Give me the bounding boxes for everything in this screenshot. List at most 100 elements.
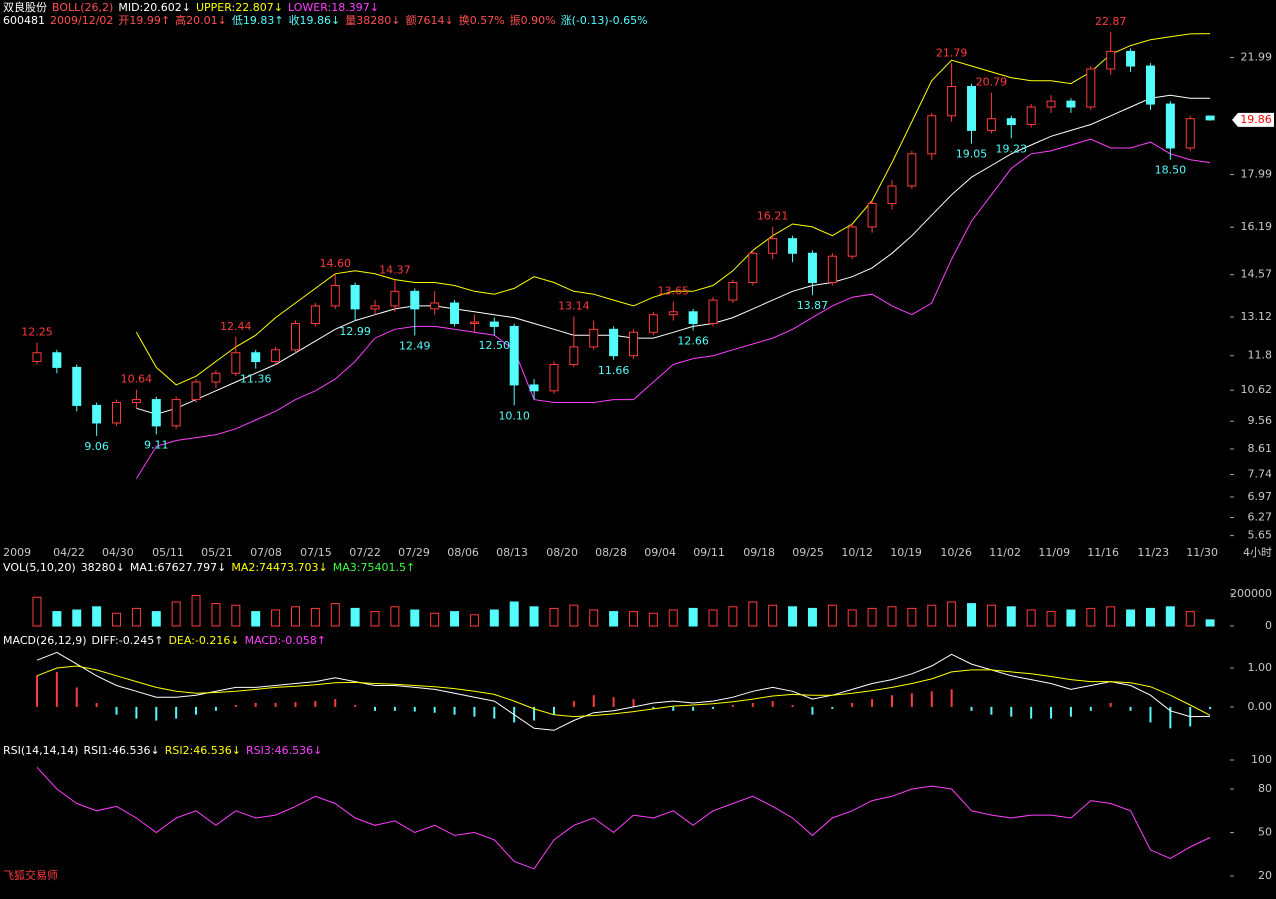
high-label: 12.44	[220, 320, 252, 333]
x-tick-label: 09/18	[743, 546, 775, 559]
candle-body	[807, 252, 817, 284]
y-tick-label: 20	[1258, 869, 1272, 882]
volume-bar	[131, 607, 141, 627]
header-item: 38280↓	[81, 561, 125, 574]
candle-body	[708, 299, 718, 324]
indicator-line	[136, 94, 1211, 415]
header-item: 2009/12/02	[50, 14, 113, 27]
volume-bar	[569, 604, 579, 627]
header-item: 振0.90%	[510, 13, 556, 27]
candle-body	[410, 290, 420, 310]
high-label: 12.25	[21, 326, 53, 339]
low-label: 9.06	[84, 440, 109, 453]
volume-bar	[986, 604, 996, 627]
x-tick-label: 07/29	[398, 546, 430, 559]
header-item: LOWER:18.397↓	[288, 1, 379, 14]
volume-bar	[32, 596, 42, 627]
low-label: 12.66	[677, 335, 709, 348]
candle-body	[1026, 106, 1036, 126]
y-tick-label: 7.74	[1248, 467, 1273, 480]
volume-bar	[708, 609, 718, 627]
low-label: 10.10	[498, 409, 530, 422]
volume-bar	[350, 607, 360, 627]
volume-bar	[927, 604, 937, 627]
header-item: 高20.01↓	[175, 13, 227, 27]
volume-bar	[469, 614, 479, 627]
x-tick-label: 09/04	[644, 546, 676, 559]
volume-bar	[827, 604, 837, 627]
candle-body	[827, 255, 837, 284]
header-item: VOL(5,10,20)	[3, 561, 76, 574]
volume-bar	[1086, 607, 1096, 627]
header-item: RSI(14,14,14)	[3, 744, 78, 757]
x-tick-label: 08/13	[496, 546, 528, 559]
candle-body	[628, 331, 638, 357]
low-label: 13.87	[797, 299, 829, 312]
header-item: DIFF:-0.245↑	[92, 634, 164, 647]
volume-bar	[668, 609, 678, 627]
candle-body	[1086, 68, 1096, 108]
candle-body	[290, 322, 300, 351]
volume-bar	[768, 604, 778, 627]
volume-bar	[211, 603, 221, 627]
candle-body	[112, 401, 122, 424]
header-item: MA3:75401.5↑	[333, 561, 415, 574]
y-tick-label: 9.56	[1248, 414, 1273, 427]
header-item: DEA:-0.216↓	[168, 634, 239, 647]
volume-bar	[748, 601, 758, 627]
candle-body	[1165, 103, 1175, 149]
volume-bar	[72, 609, 82, 627]
low-label: 18.50	[1155, 164, 1187, 177]
candle-body	[231, 352, 241, 374]
high-label: 16.21	[757, 210, 789, 223]
candle-body	[728, 282, 738, 301]
header-item: RSI3:46.536↓	[246, 744, 322, 757]
volume-bar	[1145, 607, 1155, 627]
volume-bar	[1205, 619, 1215, 627]
low-label: 11.66	[598, 364, 630, 377]
y-tick-label: 8.61	[1248, 442, 1273, 455]
candle-body	[668, 311, 678, 316]
volume-bar	[271, 609, 281, 627]
x-tick-label: 2009	[3, 546, 31, 559]
volume-bar	[1026, 609, 1036, 627]
candle-body	[450, 302, 460, 324]
candle-body	[768, 238, 778, 254]
y-tick-label: 10.62	[1241, 383, 1273, 396]
volume-bar	[1106, 606, 1116, 627]
header-item: MA1:67627.797↓	[130, 561, 226, 574]
header-item: 600481	[3, 14, 45, 27]
volume-bar	[1046, 611, 1056, 627]
x-tick-label: 11/09	[1038, 546, 1070, 559]
volume-bar	[290, 606, 300, 627]
x-tick-label: 05/11	[152, 546, 184, 559]
header-item: 收19.86↓	[289, 13, 341, 27]
y-tick-label: 11.8	[1248, 349, 1273, 362]
volume-bar	[430, 612, 440, 627]
candle-body	[947, 86, 957, 117]
low-label: 19.23	[996, 142, 1028, 155]
candle-body	[131, 399, 141, 403]
volume-bar	[907, 607, 917, 627]
x-tick-label: 11/30	[1186, 546, 1218, 559]
volume-bar	[52, 611, 62, 627]
header-item: UPPER:22.807↓	[196, 1, 283, 14]
y-tick-label: 16.19	[1241, 220, 1273, 233]
candle-body	[648, 314, 658, 333]
volume-bar	[1006, 606, 1016, 627]
x-tick-label: 04/22	[53, 546, 85, 559]
candle-body	[1006, 118, 1016, 126]
y-tick-label: 100	[1251, 753, 1272, 766]
volume-bar	[628, 611, 638, 627]
indicator-header: 600481 2009/12/02 开19.99↑ 高20.01↓ 低19.83↑ 收19…	[3, 13, 648, 27]
x-tick-label: 08/06	[447, 546, 479, 559]
volume-bar	[151, 611, 161, 627]
volume-bar	[310, 607, 320, 627]
candle-body	[589, 328, 599, 348]
candle-body	[191, 381, 201, 401]
x-tick-label: 11/23	[1137, 546, 1169, 559]
y-tick-label: 6.97	[1248, 490, 1273, 503]
candle-body	[887, 185, 897, 205]
candle-body	[1066, 100, 1076, 108]
